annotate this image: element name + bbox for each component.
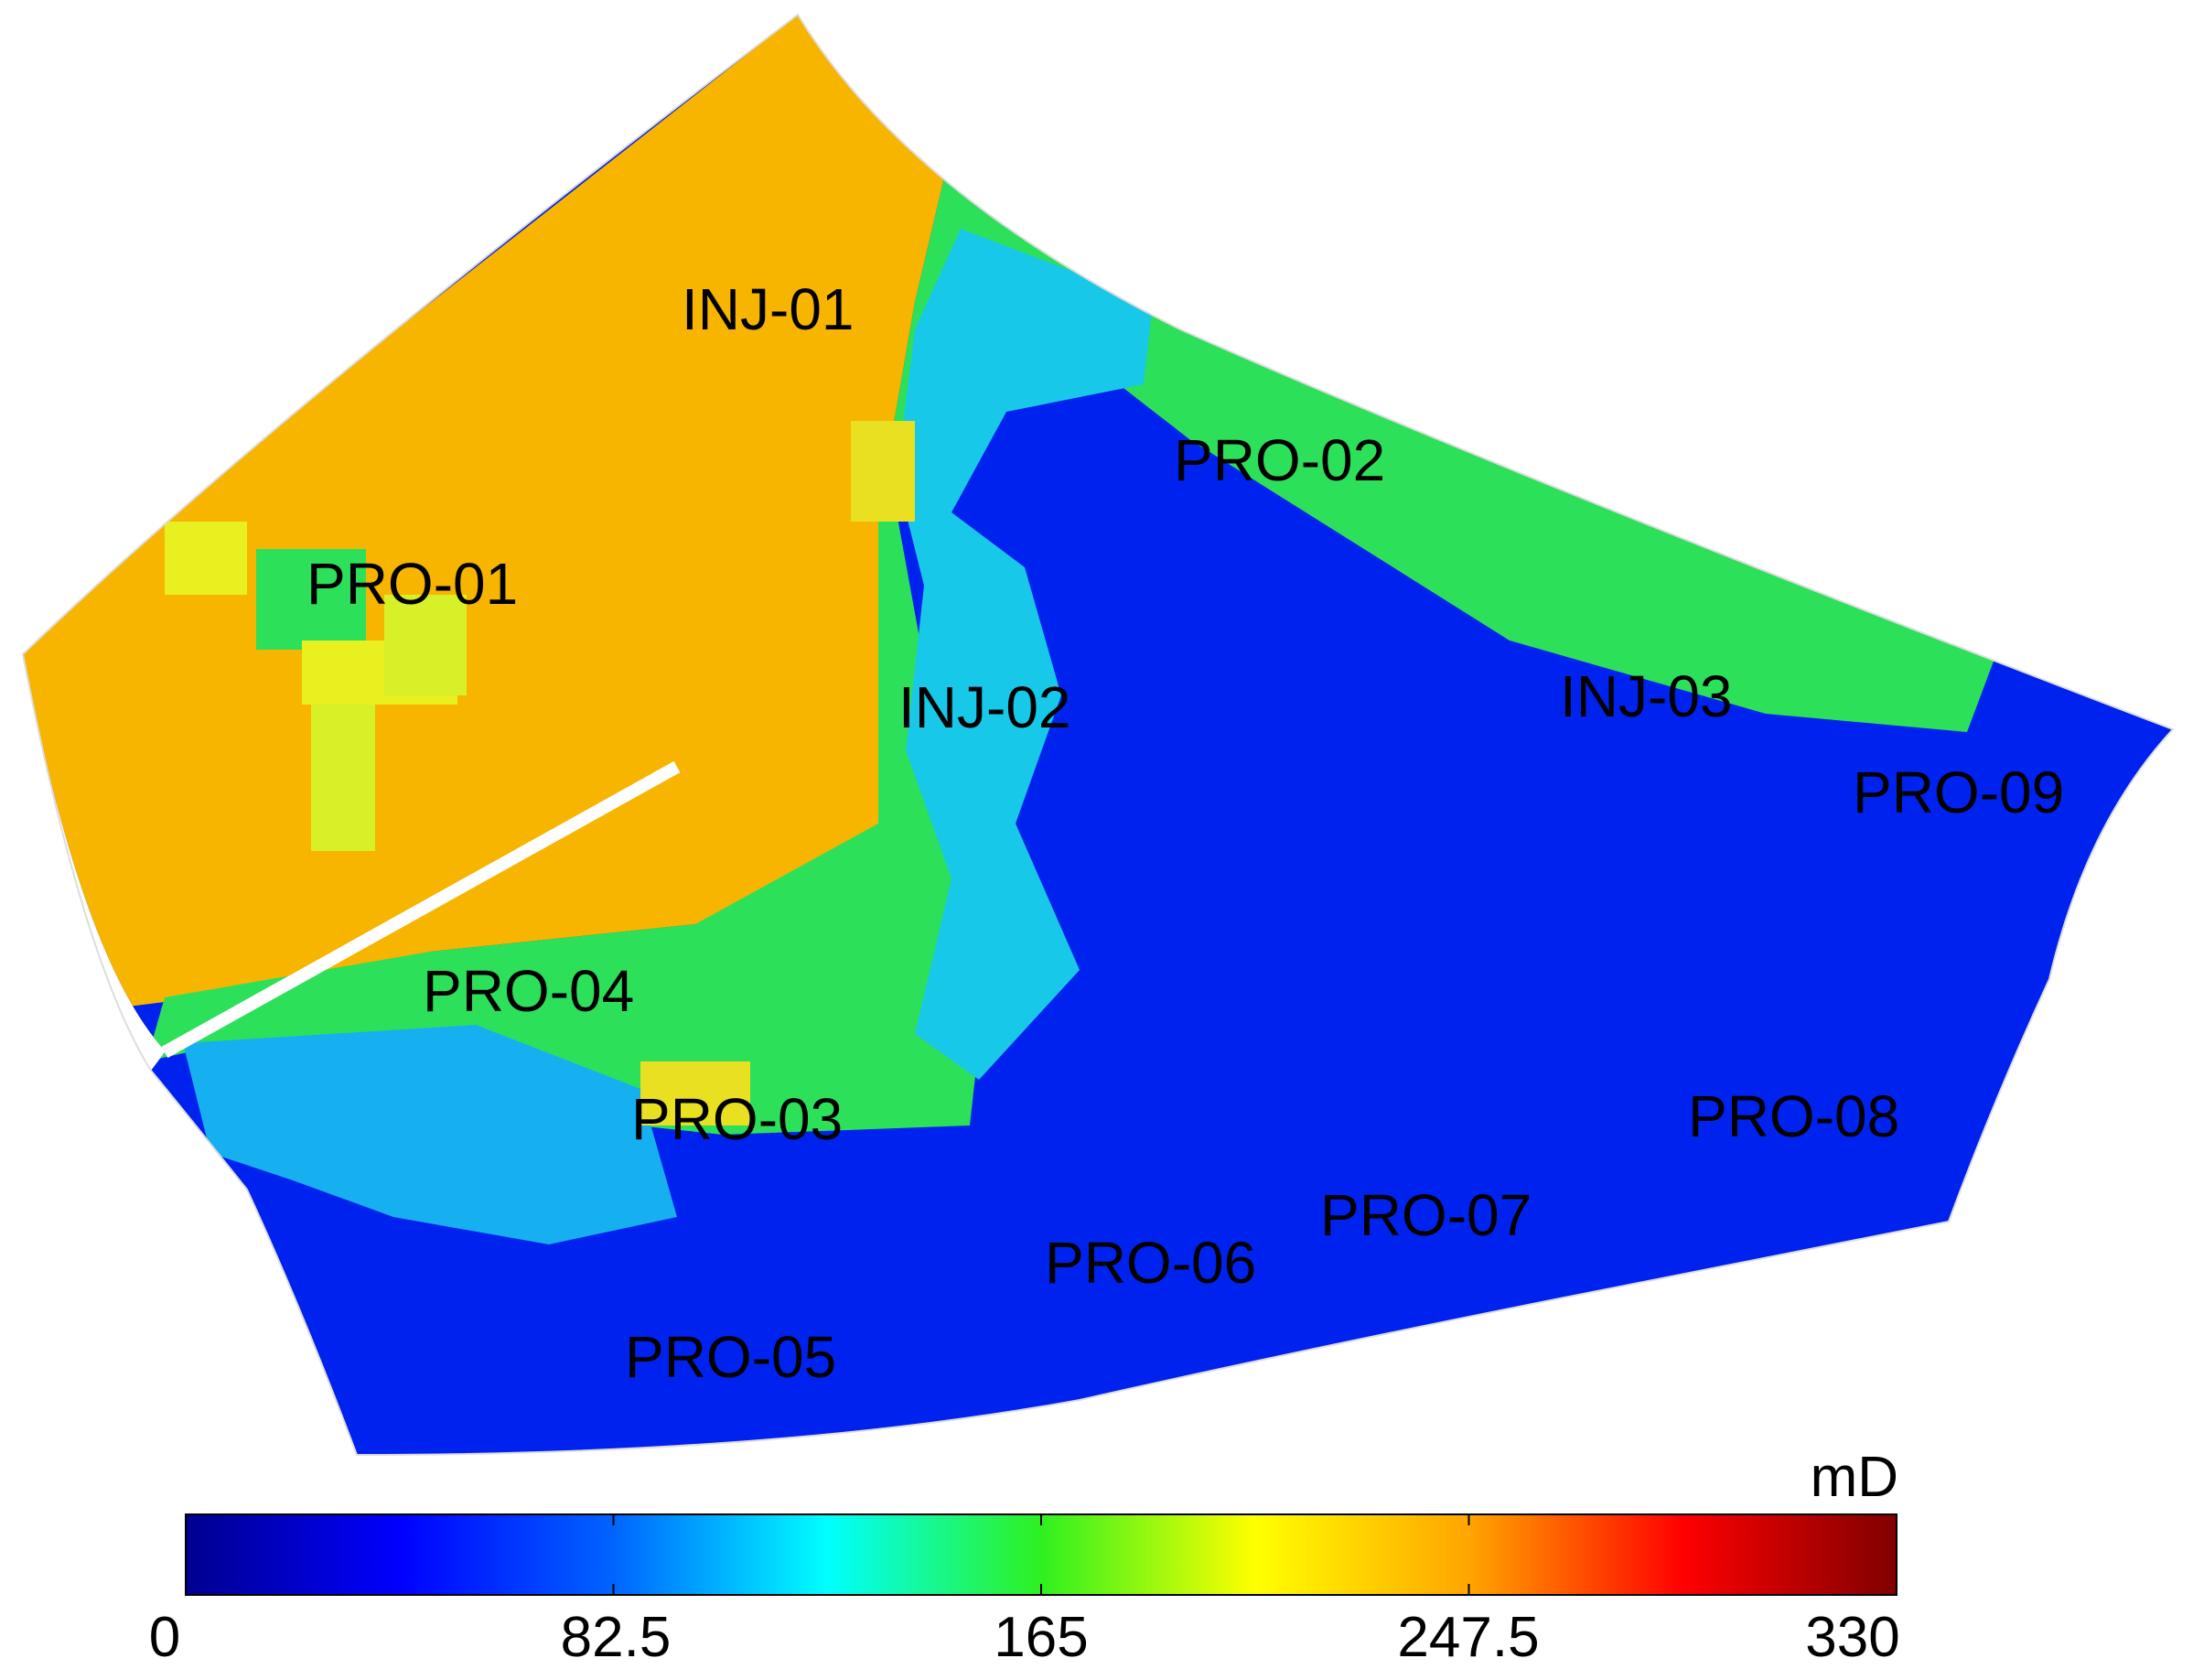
colorbar-tick-82.5: 82.5 [561,1606,672,1669]
colorbar-tick-165: 165 [994,1606,1088,1669]
well-label-pro-03: PRO-03 [631,1086,843,1152]
well-label-pro-05: PRO-05 [625,1324,836,1390]
colorbar-tick-330: 330 [1805,1606,1899,1669]
well-label-pro-08: PRO-08 [1688,1083,1899,1149]
colorbar-tick-0: 0 [149,1606,180,1669]
well-label-inj-03: INJ-03 [1560,663,1733,729]
colorbar-unit-label: mD [1811,1446,1898,1509]
colorbar-gradient [185,1513,1897,1596]
colorbar-tick-247.5: 247.5 [1397,1606,1539,1669]
reservoir-outline [21,13,2175,1457]
well-label-pro-06: PRO-06 [1045,1230,1256,1296]
well-label-pro-09: PRO-09 [1853,759,2064,825]
well-label-inj-02: INJ-02 [898,674,1071,740]
well-label-pro-07: PRO-07 [1320,1182,1532,1248]
well-label-pro-04: PRO-04 [423,958,634,1024]
well-label-inj-01: INJ-01 [682,276,855,342]
well-label-pro-02: PRO-02 [1174,427,1385,493]
well-label-pro-01: PRO-01 [306,551,518,617]
colorbar-ticks [185,1514,1897,1595]
well-labels: INJ-01 PRO-01 PRO-02 INJ-02 INJ-03 PRO-0… [306,276,2064,1390]
fault-line [161,760,681,1059]
colorbar: mD 0 82.5 165 247.5 330 [149,1446,1900,1669]
